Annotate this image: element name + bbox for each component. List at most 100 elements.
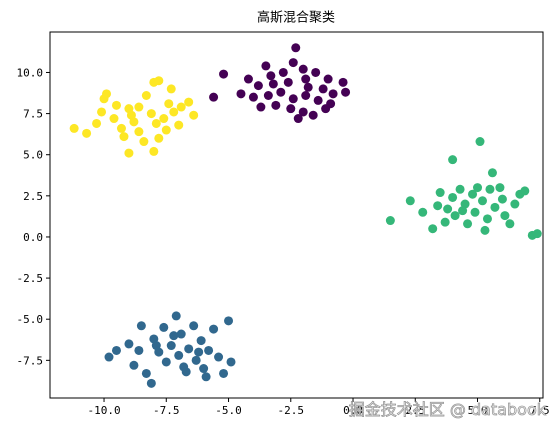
point <box>171 311 181 321</box>
point <box>291 43 301 53</box>
point <box>166 341 176 351</box>
point <box>470 207 480 217</box>
point <box>313 95 323 105</box>
point <box>455 184 465 194</box>
point <box>286 104 296 114</box>
point <box>134 127 144 137</box>
point <box>301 74 311 84</box>
point <box>497 194 507 204</box>
point <box>201 372 211 382</box>
point <box>236 89 246 99</box>
point <box>268 79 278 89</box>
x-tick-label: -7.5 <box>153 404 180 417</box>
point <box>154 133 164 143</box>
point <box>151 118 161 128</box>
point <box>283 77 293 87</box>
point <box>495 183 505 193</box>
watermark: 掘金技术社区 @ databook <box>349 400 547 419</box>
point <box>443 204 453 214</box>
point <box>338 77 348 87</box>
y-tick-label: -5.0 <box>17 313 44 326</box>
point <box>490 202 500 212</box>
x-tick-label: 0.0 <box>343 404 363 417</box>
point <box>341 87 351 97</box>
point <box>189 110 199 120</box>
point <box>184 344 194 354</box>
point <box>176 102 186 112</box>
point <box>263 90 273 100</box>
point <box>243 74 253 84</box>
point <box>440 217 450 227</box>
x-tick-label: -5.0 <box>215 404 242 417</box>
point <box>288 58 298 68</box>
point <box>448 155 458 165</box>
point <box>149 146 159 156</box>
point <box>298 64 308 74</box>
point <box>468 189 478 199</box>
point <box>154 76 164 86</box>
y-tick-label: 7.5 <box>23 108 43 121</box>
point <box>82 128 92 138</box>
point <box>102 89 112 99</box>
point <box>189 321 199 331</box>
point <box>303 82 313 92</box>
point <box>301 90 311 100</box>
point <box>194 347 204 357</box>
point <box>480 225 490 235</box>
point <box>311 67 321 77</box>
point <box>159 322 169 332</box>
point <box>179 362 189 372</box>
x-tick-label: 2.5 <box>405 404 425 417</box>
point <box>500 211 510 221</box>
point <box>418 207 428 217</box>
x-tick-label: -2.5 <box>278 404 305 417</box>
point <box>450 211 460 221</box>
point <box>308 110 318 120</box>
point <box>226 357 236 367</box>
point <box>433 201 443 211</box>
x-tick-label: 5.0 <box>468 404 488 417</box>
point <box>199 364 209 374</box>
point <box>318 84 328 94</box>
point <box>134 345 144 355</box>
point <box>276 87 286 97</box>
point <box>485 184 495 194</box>
point <box>176 329 186 339</box>
point <box>129 360 139 370</box>
point <box>278 67 288 77</box>
point <box>209 92 219 102</box>
point <box>298 107 308 117</box>
point <box>219 69 229 79</box>
point <box>169 331 179 341</box>
point <box>141 368 151 378</box>
point <box>520 186 530 196</box>
point <box>151 341 161 351</box>
point <box>405 196 415 206</box>
point <box>248 92 258 102</box>
point <box>174 350 184 360</box>
point <box>97 107 107 117</box>
point <box>288 94 298 104</box>
point <box>92 118 102 128</box>
point <box>463 219 473 229</box>
point <box>482 214 492 224</box>
y-tick-label: -7.5 <box>17 354 44 367</box>
point <box>116 123 126 133</box>
point <box>487 168 497 178</box>
point <box>458 206 468 216</box>
point <box>119 132 129 142</box>
y-tick-label: -2.5 <box>17 272 44 285</box>
point <box>256 102 266 112</box>
point <box>166 84 176 94</box>
point <box>164 99 174 109</box>
point <box>428 224 438 234</box>
y-tick-label: 0.0 <box>23 231 43 244</box>
point <box>174 120 184 130</box>
point <box>253 81 263 91</box>
point <box>209 324 219 334</box>
point <box>111 100 121 110</box>
point <box>448 192 458 202</box>
point <box>532 229 542 239</box>
